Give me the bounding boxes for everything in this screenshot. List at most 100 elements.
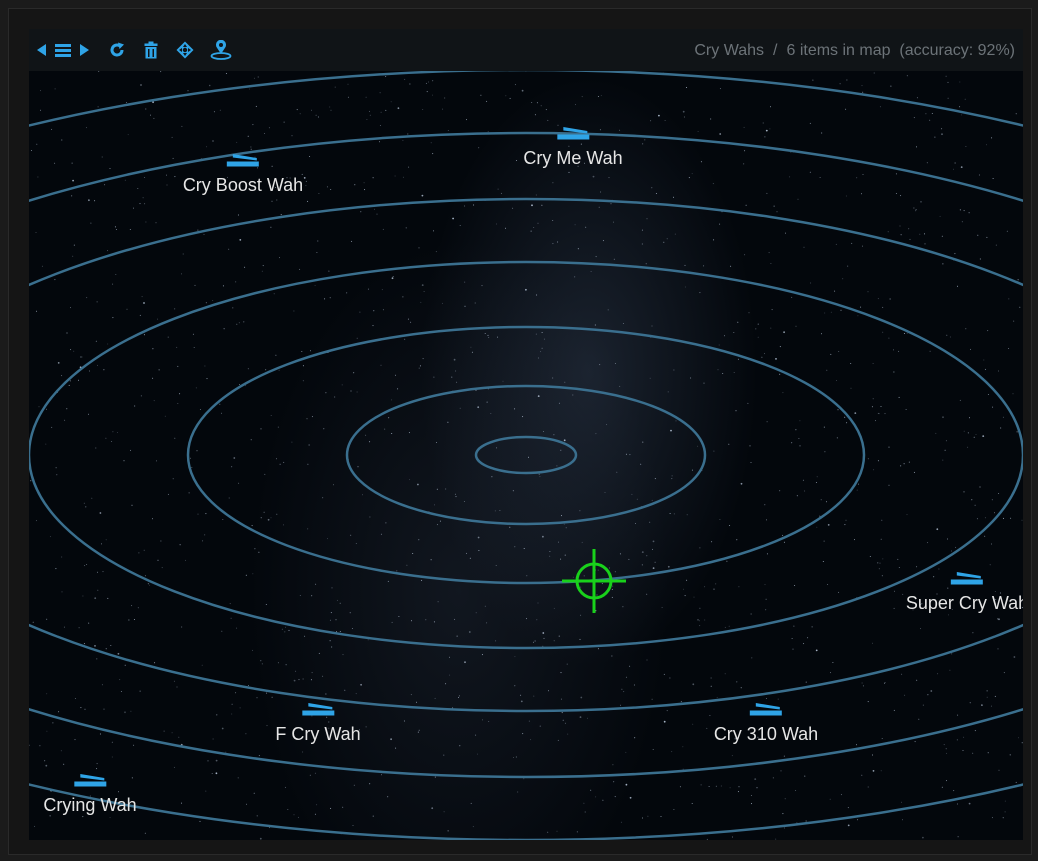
orbit-ring xyxy=(345,384,707,526)
star xyxy=(329,106,331,108)
star xyxy=(795,790,797,791)
star xyxy=(971,499,973,501)
map-item-cry-310-wah[interactable]: Cry 310 Wah xyxy=(714,702,818,745)
star xyxy=(139,690,141,692)
star xyxy=(491,476,493,478)
star xyxy=(719,88,721,90)
star xyxy=(37,176,39,178)
star xyxy=(323,428,325,430)
star xyxy=(567,733,569,735)
star xyxy=(935,432,937,434)
map-item-cry-boost-wah[interactable]: Cry Boost Wah xyxy=(183,153,303,196)
star xyxy=(792,648,794,650)
star xyxy=(775,838,777,840)
star xyxy=(783,755,785,757)
star xyxy=(256,815,258,817)
map-item-crying-wah[interactable]: Crying Wah xyxy=(43,773,137,816)
star xyxy=(355,693,357,695)
star xyxy=(965,328,967,330)
star xyxy=(791,296,793,298)
star xyxy=(296,109,298,111)
star xyxy=(737,791,739,793)
star xyxy=(920,628,921,630)
star xyxy=(1021,519,1023,521)
star xyxy=(875,420,876,422)
star xyxy=(981,704,983,706)
star xyxy=(565,527,567,529)
star xyxy=(174,437,176,439)
star xyxy=(652,540,655,543)
star xyxy=(579,638,581,640)
map-item-f-cry-wah[interactable]: F Cry Wah xyxy=(275,702,361,745)
star xyxy=(293,310,295,312)
star xyxy=(961,221,963,223)
star xyxy=(432,80,434,82)
star xyxy=(96,658,98,660)
star xyxy=(838,591,840,593)
star xyxy=(983,359,985,361)
star xyxy=(941,786,943,788)
star xyxy=(969,417,970,419)
star xyxy=(433,376,435,378)
star xyxy=(929,119,931,121)
star xyxy=(412,553,414,554)
star xyxy=(419,365,421,367)
star xyxy=(40,109,41,111)
refresh-button[interactable] xyxy=(105,37,129,63)
star xyxy=(620,821,622,823)
star xyxy=(477,406,480,409)
delete-button[interactable] xyxy=(139,37,163,63)
star xyxy=(994,512,995,514)
star xyxy=(568,145,570,147)
star xyxy=(713,450,715,452)
star xyxy=(850,363,852,364)
star xyxy=(107,250,109,252)
star xyxy=(751,803,752,805)
star xyxy=(982,435,985,437)
star xyxy=(247,135,249,137)
star xyxy=(52,722,54,724)
star xyxy=(334,396,336,398)
star xyxy=(897,558,899,560)
star xyxy=(757,336,759,338)
star xyxy=(984,368,986,370)
menu-button[interactable] xyxy=(51,37,75,63)
star xyxy=(700,784,702,786)
star xyxy=(219,403,221,405)
star-map[interactable]: Cry Boost Wah Cry Me Wah Super Cry Wah F… xyxy=(29,71,1023,840)
star xyxy=(998,769,1000,771)
star xyxy=(600,95,602,97)
star xyxy=(823,540,825,542)
star xyxy=(395,747,397,749)
star xyxy=(560,698,562,700)
star xyxy=(166,174,167,176)
star xyxy=(250,439,252,441)
star xyxy=(177,403,179,404)
star xyxy=(629,665,631,667)
star xyxy=(641,564,643,566)
star xyxy=(161,567,163,569)
star xyxy=(625,783,628,786)
map-item-cry-me-wah[interactable]: Cry Me Wah xyxy=(523,126,623,169)
star xyxy=(458,695,460,697)
star xyxy=(354,184,356,186)
star xyxy=(927,694,929,696)
star xyxy=(912,609,914,611)
star xyxy=(369,114,371,116)
star xyxy=(938,568,940,570)
locate-button[interactable] xyxy=(209,37,233,63)
star xyxy=(553,434,555,436)
star xyxy=(881,738,883,739)
star xyxy=(372,177,374,179)
forward-button[interactable] xyxy=(73,37,97,63)
star xyxy=(455,370,457,372)
center-button[interactable] xyxy=(173,37,197,63)
star xyxy=(469,557,471,559)
star xyxy=(252,573,254,575)
star xyxy=(95,340,97,342)
map-item-super-cry-wah[interactable]: Super Cry Wah xyxy=(906,571,1023,614)
star xyxy=(867,291,869,293)
star xyxy=(302,678,304,680)
back-button[interactable] xyxy=(29,37,53,63)
star xyxy=(46,730,48,732)
